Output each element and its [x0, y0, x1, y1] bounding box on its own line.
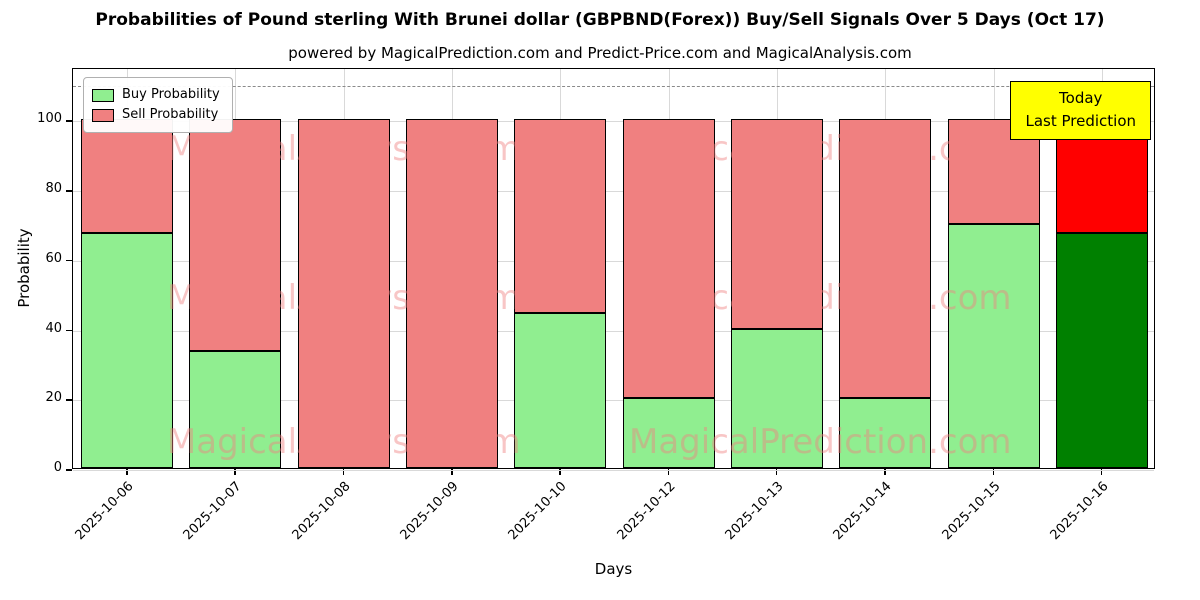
legend-label-sell: Sell Probability [122, 107, 219, 122]
x-tick-mark [884, 469, 886, 475]
grid-line-horizontal [73, 330, 1154, 332]
bar-segment-buy [189, 351, 282, 468]
grid-line-horizontal [73, 121, 1154, 123]
y-tick-mark [66, 190, 72, 192]
y-tick-label: 0 [53, 460, 62, 475]
bar-segment-sell [622, 119, 715, 399]
grid-line-horizontal [73, 260, 1154, 262]
y-tick-label: 20 [45, 390, 62, 406]
y-tick-label: 80 [45, 181, 62, 197]
grid-line-horizontal [73, 400, 1154, 402]
y-tick-label: 40 [45, 320, 62, 336]
bar-segment-buy [730, 328, 823, 468]
bar-segment-sell [514, 119, 607, 313]
annotation-line1: Today [1059, 89, 1103, 107]
bar-segment-sell [189, 119, 282, 352]
y-tick-label: 60 [45, 250, 62, 266]
x-tick-mark [342, 469, 345, 475]
legend-entry-buy: Buy Probability [92, 85, 220, 105]
bar-segment-buy [947, 223, 1040, 468]
sell-color-swatch [92, 108, 114, 122]
y-tick-mark [66, 120, 72, 122]
bar-segment-buy [514, 312, 607, 468]
y-tick-mark [66, 399, 72, 401]
bar-segment-sell [297, 119, 390, 468]
x-tick-mark [1100, 469, 1103, 475]
bar-segment-sell [839, 119, 932, 399]
chart-title: Probabilities of Pound sterling With Bru… [95, 10, 1105, 30]
y-tick-label: 100 [37, 111, 62, 127]
grid-line-horizontal [73, 470, 1154, 471]
today-annotation: Today Last Prediction [1010, 81, 1151, 140]
chart-subtitle: powered by MagicalPrediction.com and Pre… [288, 44, 912, 62]
x-tick-mark [667, 469, 670, 475]
y-tick-mark [66, 259, 72, 262]
buy-color-swatch [92, 88, 114, 102]
dashed-threshold-line [73, 86, 1154, 88]
bar-segment-buy [622, 398, 715, 468]
x-tick-mark [559, 469, 561, 475]
x-tick-mark [234, 469, 236, 475]
legend-label-buy: Buy Probability [122, 87, 220, 102]
legend: Buy Probability Sell Probability [83, 77, 233, 133]
bar-segment-sell [81, 119, 174, 233]
legend-entry-sell: Sell Probability [92, 105, 220, 125]
bar-segment-sell [406, 119, 499, 468]
x-tick-mark [126, 469, 128, 475]
y-tick-mark [66, 469, 72, 471]
grid-line-horizontal [73, 191, 1154, 193]
y-tick-mark [66, 329, 72, 332]
bar-segment-buy [81, 232, 174, 468]
bar-segment-sell [730, 119, 823, 329]
plot-area: Buy Probability Sell Probability Today L… [72, 68, 1155, 471]
y-axis-label: Probability [15, 228, 33, 308]
x-tick-mark [451, 469, 453, 475]
x-tick-mark [992, 469, 995, 475]
annotation-line2: Last Prediction [1025, 112, 1136, 131]
bar-segment-buy [839, 398, 932, 468]
x-tick-mark [775, 469, 778, 475]
bar-segment-buy [1055, 232, 1148, 468]
x-axis-label: Days [594, 560, 633, 578]
